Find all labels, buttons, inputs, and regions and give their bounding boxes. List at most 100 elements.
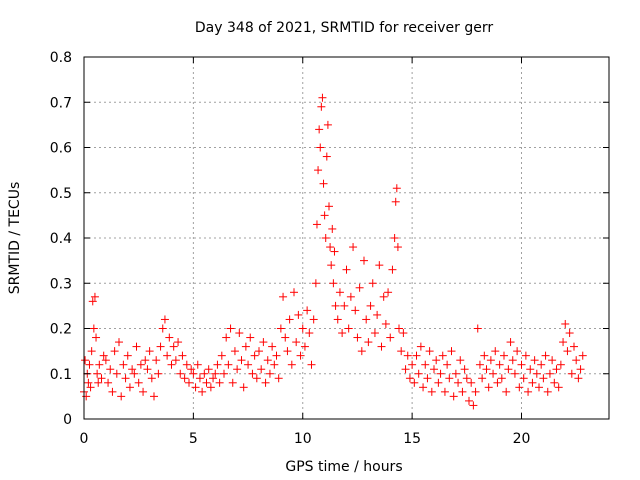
data-point — [368, 279, 377, 288]
y-tick-label: 0.4 — [50, 231, 72, 247]
data-point — [438, 351, 447, 360]
data-point — [322, 152, 331, 161]
data-point — [119, 360, 128, 369]
data-point — [265, 369, 274, 378]
data-point — [508, 356, 517, 365]
data-point — [84, 378, 93, 387]
data-point — [160, 315, 169, 324]
data-point — [323, 120, 332, 129]
data-point — [321, 234, 330, 242]
data-point — [330, 247, 339, 256]
data-point — [556, 360, 565, 369]
y-tick-label: 0.7 — [50, 95, 72, 111]
data-point — [528, 378, 537, 387]
data-point — [276, 324, 285, 333]
data-point — [414, 369, 423, 378]
data-point — [182, 360, 191, 369]
data-point — [283, 347, 292, 356]
data-point — [326, 243, 335, 252]
data-point — [89, 324, 98, 333]
data-point — [298, 324, 307, 333]
chart-title: Day 348 of 2021, SRMTID for receiver ger… — [195, 20, 493, 36]
data-point — [397, 347, 406, 356]
data-point — [432, 356, 441, 365]
data-point — [158, 324, 167, 333]
data-point — [285, 315, 294, 324]
data-point — [333, 315, 342, 324]
data-point — [486, 356, 495, 365]
data-point — [342, 265, 351, 274]
data-point — [132, 342, 141, 351]
data-point — [294, 310, 303, 319]
data-point — [154, 369, 163, 378]
data-point — [187, 365, 196, 374]
data-point — [535, 383, 543, 392]
data-point — [491, 347, 500, 356]
data-point — [567, 369, 576, 378]
data-point — [319, 179, 328, 188]
data-point — [110, 347, 119, 356]
data-point — [121, 374, 130, 383]
data-point — [136, 360, 145, 369]
data-point — [504, 365, 513, 374]
data-point — [250, 351, 259, 360]
data-point — [305, 329, 314, 338]
data-point — [451, 369, 460, 378]
data-point — [228, 378, 237, 387]
data-point — [125, 383, 134, 392]
data-point — [552, 365, 561, 374]
data-point — [315, 125, 324, 134]
data-point — [412, 351, 421, 360]
data-point — [458, 387, 467, 396]
data-point — [202, 378, 211, 387]
data-point — [434, 378, 443, 387]
data-point — [141, 356, 150, 365]
data-point — [287, 360, 296, 369]
data-point — [87, 347, 96, 356]
y-tick-label: 0 — [63, 412, 72, 428]
data-point — [502, 387, 511, 396]
data-point — [241, 342, 250, 351]
data-point — [416, 342, 425, 351]
data-point — [248, 369, 257, 378]
data-point — [145, 347, 154, 356]
data-point — [279, 292, 288, 301]
data-point — [425, 347, 434, 356]
x-tick-label: 0 — [80, 431, 89, 447]
data-point — [399, 329, 408, 338]
data-point — [328, 224, 337, 233]
data-point — [405, 374, 414, 383]
data-point — [436, 369, 445, 378]
data-point — [445, 374, 454, 383]
data-point — [112, 369, 121, 378]
data-point — [235, 329, 244, 338]
data-point — [163, 351, 172, 360]
data-point — [381, 319, 390, 328]
y-tick-label: 0.6 — [50, 141, 72, 157]
data-point — [174, 338, 183, 347]
y-tick-label: 0.8 — [50, 50, 72, 66]
data-point — [329, 279, 338, 288]
data-point — [467, 378, 476, 387]
data-point — [220, 369, 228, 378]
data-point — [537, 360, 546, 369]
data-point — [318, 93, 327, 102]
data-point — [233, 365, 242, 374]
data-point — [375, 261, 384, 270]
data-point — [373, 310, 382, 319]
data-point — [346, 292, 355, 301]
data-point — [578, 351, 587, 360]
data-point — [495, 360, 504, 369]
data-point — [395, 324, 403, 333]
data-point — [497, 374, 506, 383]
data-point — [530, 356, 539, 365]
data-point — [191, 383, 200, 392]
data-point — [462, 374, 471, 383]
data-point — [539, 374, 548, 383]
data-point — [317, 102, 326, 111]
data-point — [104, 378, 113, 387]
data-point — [239, 383, 248, 392]
data-point — [465, 396, 473, 405]
data-point — [443, 360, 452, 369]
data-point — [344, 324, 353, 333]
